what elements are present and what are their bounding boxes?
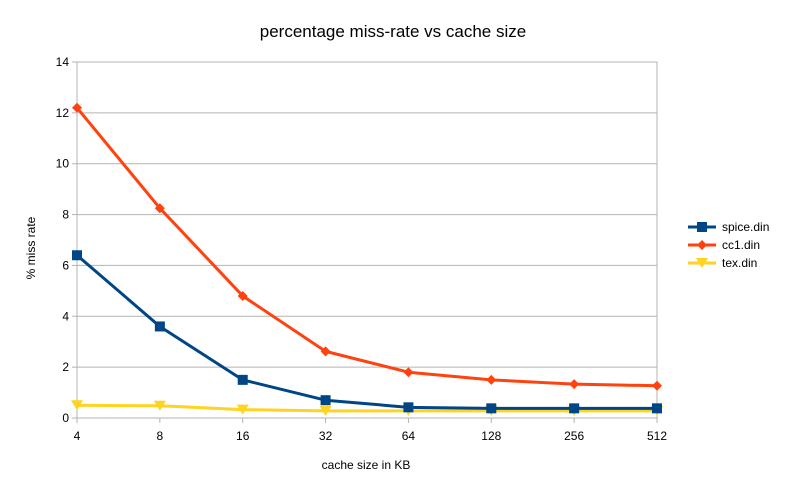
- data-point: [319, 405, 332, 416]
- legend-label: cc1.din: [722, 238, 760, 252]
- chart-title: percentage miss-rate vs cache size: [260, 22, 526, 41]
- x-tick-label: 16: [236, 429, 250, 443]
- legend-item: cc1.din: [688, 238, 760, 252]
- y-tick-label: 4: [62, 309, 69, 323]
- data-point: [320, 395, 331, 406]
- series-line: [76, 403, 657, 413]
- data-point: [652, 380, 662, 391]
- data-point: [486, 374, 497, 385]
- data-point: [486, 403, 497, 414]
- x-axis-ticks: 4 8 16 32 64 128 256 512: [74, 418, 667, 443]
- y-tick-label: 10: [56, 157, 70, 171]
- series-cc1-din: [72, 102, 662, 391]
- y-tick-label: 6: [62, 258, 69, 272]
- legend-marker: [697, 240, 707, 250]
- x-tick-label: 512: [647, 429, 667, 443]
- legend-marker: [696, 258, 708, 268]
- data-point: [237, 374, 248, 385]
- y-axis-ticks: 0 2 4 6 8 10 12 14: [56, 55, 77, 425]
- legend-item: spice.din: [688, 220, 769, 234]
- data-point: [569, 379, 580, 390]
- data-point: [154, 321, 165, 332]
- legend-marker: [697, 222, 707, 232]
- x-axis-label: cache size in KB: [322, 458, 411, 472]
- legend: spice.din cc1.din tex.din: [688, 220, 769, 270]
- y-tick-label: 14: [56, 55, 70, 69]
- legend-label: spice.din: [722, 220, 769, 234]
- x-tick-label: 64: [402, 429, 416, 443]
- y-tick-label: 0: [62, 411, 69, 425]
- plot-area: [76, 61, 658, 419]
- data-point: [153, 400, 166, 411]
- y-tick-label: 8: [62, 208, 69, 222]
- y-axis-label: % miss rate: [24, 216, 38, 279]
- data-point: [72, 102, 82, 113]
- gridlines: [77, 61, 657, 419]
- x-tick-label: 4: [74, 429, 81, 443]
- x-tick-label: 32: [319, 429, 333, 443]
- series-layer: [71, 102, 663, 416]
- data-point: [569, 403, 580, 414]
- data-point: [237, 290, 248, 301]
- legend-item: tex.din: [688, 256, 757, 270]
- data-point: [652, 403, 662, 414]
- series-spice-din: [72, 250, 662, 414]
- x-tick-label: 8: [157, 429, 164, 443]
- x-tick-label: 256: [564, 429, 584, 443]
- data-point: [403, 402, 414, 413]
- data-point: [71, 400, 83, 411]
- data-point: [320, 346, 331, 357]
- series-line: [75, 106, 658, 388]
- legend-label: tex.din: [722, 256, 757, 270]
- data-point: [403, 367, 414, 378]
- data-point: [154, 203, 165, 214]
- data-point: [236, 404, 249, 415]
- x-tick-label: 128: [481, 429, 501, 443]
- series-line: [76, 254, 657, 410]
- data-point: [72, 250, 82, 261]
- y-tick-label: 2: [62, 360, 69, 374]
- y-tick-label: 12: [56, 106, 70, 120]
